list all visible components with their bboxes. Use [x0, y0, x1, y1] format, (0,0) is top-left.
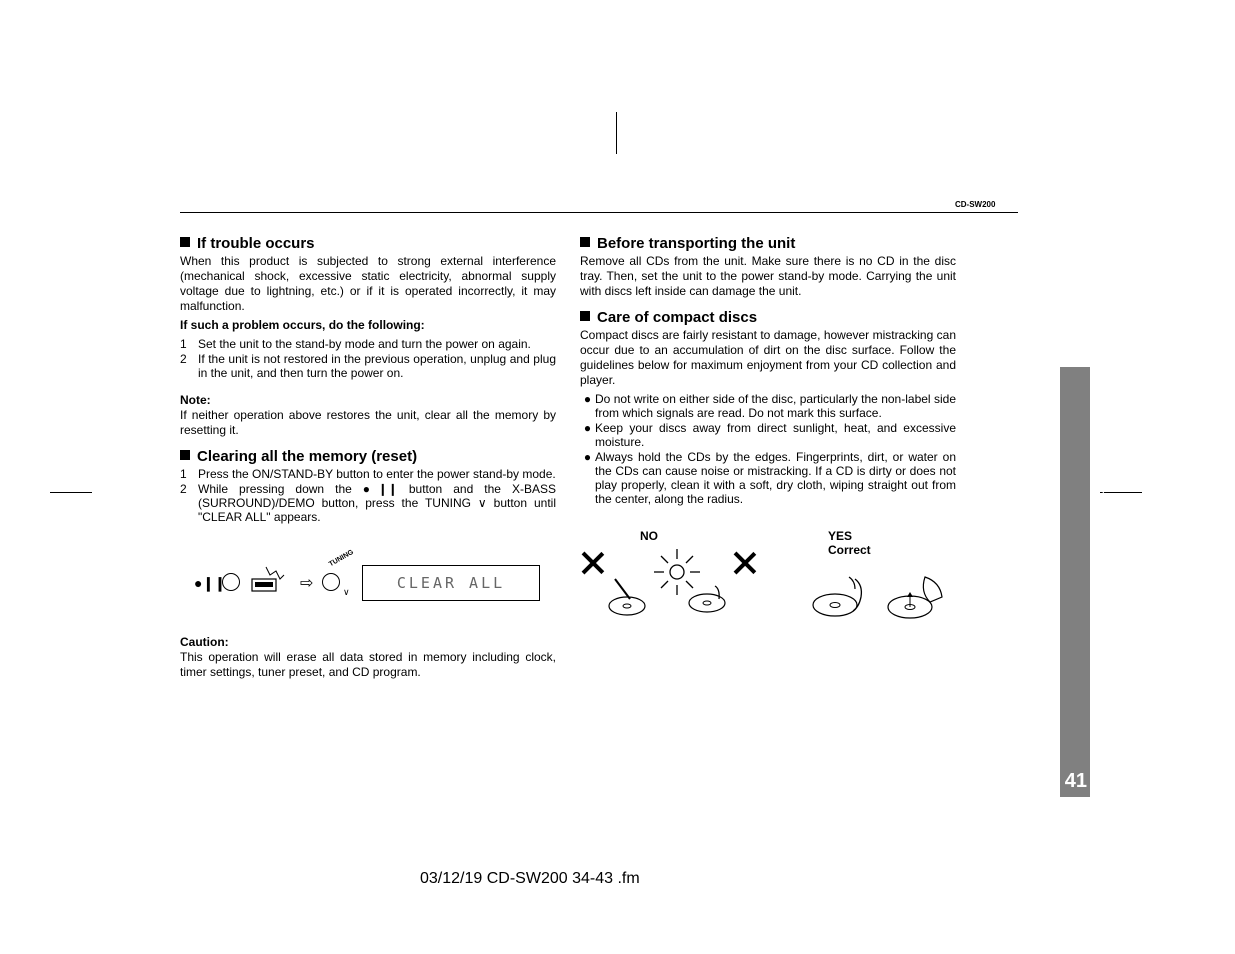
heading-clear: Clearing all the memory (reset)	[180, 448, 556, 465]
bullet-square-icon	[180, 237, 190, 247]
care-bullet-1: Do not write on either side of the disc,…	[595, 392, 956, 420]
list-item: ●Keep your discs away from direct sunlig…	[580, 421, 956, 450]
note-label: Note:	[180, 393, 556, 407]
list-item: 1Set the unit to the stand-by mode and t…	[180, 337, 556, 352]
sidebar-tab	[1060, 367, 1090, 797]
care-bullet-3: Always hold the CDs by the edges. Finger…	[595, 450, 956, 506]
care-bullets: ●Do not write on either side of the disc…	[580, 392, 956, 507]
sidebar-label: References	[1087, 452, 1110, 543]
list-item: ●Do not write on either side of the disc…	[580, 392, 956, 421]
button-circle-icon	[322, 573, 340, 591]
trouble-intro: When this product is subjected to strong…	[180, 254, 556, 314]
clear-step-1: Press the ON/STAND-BY button to enter th…	[198, 467, 556, 481]
manual-page: CD-SW200 If trouble occurs When this pro…	[0, 0, 1235, 954]
transport-body: Remove all CDs from the unit. Make sure …	[580, 254, 956, 299]
x-mark-icon	[580, 551, 604, 575]
model-header: CD-SW200	[955, 200, 995, 209]
trouble-steps: 1Set the unit to the stand-by mode and t…	[180, 337, 556, 381]
heading-trouble: If trouble occurs	[180, 235, 556, 252]
footer-text: 03/12/19 CD-SW200 34-43 .fm	[420, 870, 640, 888]
label-correct: Correct	[828, 543, 871, 557]
heading-transport-text: Before transporting the unit	[597, 235, 795, 252]
list-item: 2While pressing down the ●❙❙ button and …	[180, 482, 556, 525]
disc-hold-edge-icon	[805, 567, 870, 632]
bullet-square-icon	[580, 237, 590, 247]
heading-clear-text: Clearing all the memory (reset)	[197, 448, 417, 465]
bullet-square-icon	[180, 450, 190, 460]
care-bullet-2: Keep your discs away from direct sunligh…	[595, 421, 956, 449]
disc-wipe-icon	[880, 567, 955, 632]
disc-pen-icon	[605, 574, 650, 619]
arrow-right-icon: ⇨	[300, 573, 313, 593]
heading-care: Care of compact discs	[580, 309, 956, 326]
note-body: If neither operation above restores the …	[180, 408, 556, 438]
list-item: 2If the unit is not restored in the prev…	[180, 352, 556, 381]
label-no: NO	[640, 529, 658, 543]
heading-care-text: Care of compact discs	[597, 309, 757, 326]
crop-mark-top	[616, 112, 617, 154]
right-column: Before transporting the unit Remove all …	[580, 225, 956, 649]
button-circle-icon	[222, 573, 240, 591]
clear-all-illustration: ●❙❙ ⇨ TUNING ∨ CLEAR ALL	[180, 545, 556, 615]
bullet-square-icon	[580, 311, 590, 321]
caution-body: This operation will erase all data store…	[180, 650, 556, 680]
heading-transport: Before transporting the unit	[580, 235, 956, 252]
tuning-label: TUNING	[328, 549, 355, 568]
list-item: ●Always hold the CDs by the edges. Finge…	[580, 450, 956, 507]
x-mark-icon	[732, 551, 756, 575]
trouble-step-2: If the unit is not restored in the previ…	[198, 352, 556, 380]
trouble-step-1: Set the unit to the stand-by mode and tu…	[198, 337, 556, 351]
crop-mark-left	[50, 492, 92, 493]
play-pause-icon: ●❙❙	[194, 575, 226, 592]
page-number: 41	[1065, 770, 1087, 793]
caution-label: Caution:	[180, 635, 556, 649]
down-chevron-icon: ∨	[343, 587, 350, 598]
disc-fingerprint-icon	[685, 581, 730, 621]
header-rule	[180, 212, 1018, 213]
label-yes: YES	[828, 529, 852, 543]
clear-step-2: While pressing down the ●❙❙ button and t…	[198, 482, 556, 524]
hand-press-icon	[250, 565, 290, 595]
disc-care-illustration: NO YES Correct	[580, 529, 956, 649]
lcd-display: CLEAR ALL	[362, 565, 540, 601]
left-column: If trouble occurs When this product is s…	[180, 225, 556, 684]
trouble-sub-bold: If such a problem occurs, do the followi…	[180, 318, 556, 333]
list-item: 1Press the ON/STAND-BY button to enter t…	[180, 467, 556, 482]
clear-steps: 1Press the ON/STAND-BY button to enter t…	[180, 467, 556, 525]
heading-trouble-text: If trouble occurs	[197, 235, 315, 252]
care-intro: Compact discs are fairly resistant to da…	[580, 328, 956, 388]
